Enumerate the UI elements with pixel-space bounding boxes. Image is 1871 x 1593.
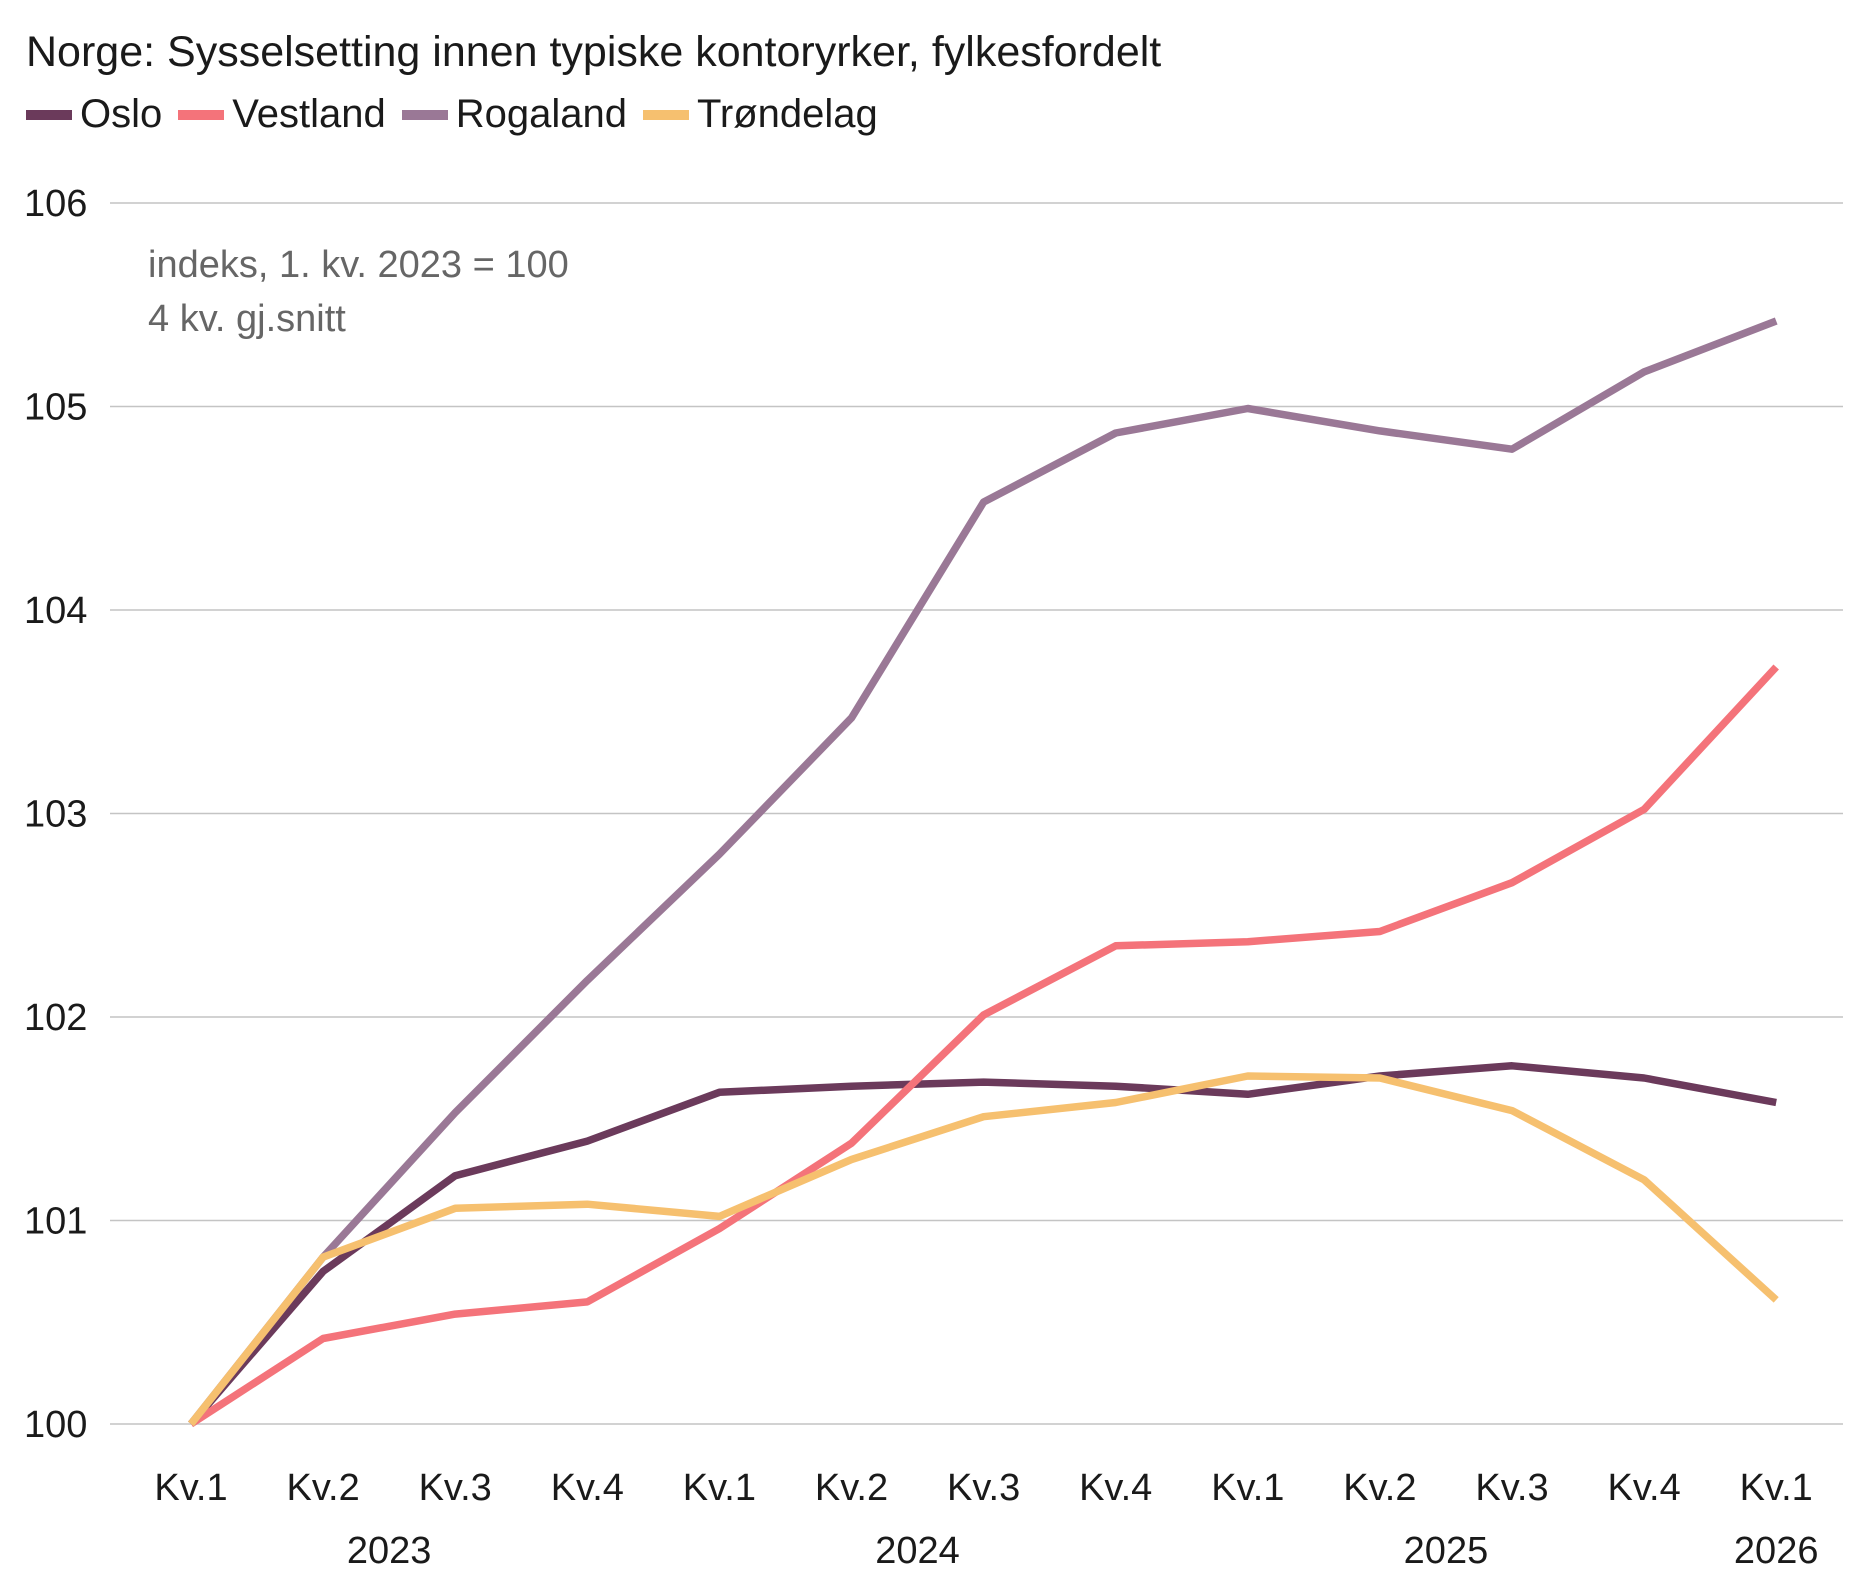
x-tick-label-12: Kv.1 [1740, 1467, 1813, 1509]
y-tick-label-103: 103 [24, 794, 87, 836]
x-tick-label-0: Kv.1 [154, 1467, 227, 1509]
legend-swatch-oslo [26, 109, 72, 120]
series-line-oslo [188, 1062, 1777, 1427]
legend-item-trondelag: Trøndelag [642, 92, 878, 137]
x-tick-label-5: Kv.2 [815, 1467, 888, 1509]
x-tick-label-1: Kv.2 [286, 1467, 359, 1509]
series-line-rogaland [188, 317, 1778, 1427]
y-axis-ticks: 100 101 102 103 104 105 106 [24, 183, 87, 1446]
year-label-2023: 2023 [347, 1530, 432, 1572]
year-label-2026: 2026 [1734, 1530, 1819, 1572]
x-tick-label-3: Kv.4 [551, 1467, 624, 1509]
x-tick-label-7: Kv.4 [1079, 1467, 1152, 1509]
y-tick-label-106: 106 [24, 183, 87, 225]
legend-label-oslo: Oslo [80, 92, 163, 136]
chart-note-average: 4 kv. gj.snitt [148, 298, 346, 340]
x-tick-label-9: Kv.2 [1343, 1467, 1416, 1509]
x-axis-ticks: Kv.1 Kv.2 Kv.3 Kv.4 Kv.1 Kv.2 Kv.3 Kv.4 Kv.1 Kv.2… [154, 1467, 1812, 1509]
y-tick-label-100: 100 [24, 1404, 87, 1446]
x-axis-year-labels: 2023 2024 2025 2026 [347, 1530, 1819, 1572]
series-lines [188, 317, 1779, 1428]
y-tick-label-104: 104 [24, 590, 87, 632]
x-tick-label-8: Kv.1 [1211, 1467, 1284, 1509]
x-tick-label-4: Kv.1 [683, 1467, 756, 1509]
chart-title: Norge: Sysselsetting innen typiske konto… [26, 28, 1162, 76]
year-label-2024: 2024 [875, 1530, 960, 1572]
year-label-2025: 2025 [1404, 1530, 1489, 1572]
chart-note-index: indeks, 1. kv. 2023 = 100 [148, 244, 569, 286]
series-line-trondelag [188, 1072, 1779, 1427]
legend-label-vestland: Vestland [232, 92, 386, 136]
legend-swatch-rogaland [401, 109, 448, 120]
legend-item-rogaland: Rogaland [401, 92, 627, 137]
y-tick-label-102: 102 [24, 997, 87, 1039]
y-tick-label-101: 101 [24, 1201, 87, 1243]
legend-swatch-trondelag [642, 109, 689, 120]
series-line-vestland [188, 664, 1779, 1428]
legend-item-oslo: Oslo [26, 92, 162, 137]
x-tick-label-11: Kv.4 [1607, 1467, 1680, 1509]
x-tick-label-10: Kv.3 [1475, 1467, 1548, 1509]
legend-label-trondelag: Trøndelag [696, 92, 878, 136]
legend-item-vestland: Vestland [178, 92, 386, 137]
legend: Oslo Vestland Rogaland Trøndelag [26, 92, 894, 137]
chart-notes: indeks, 1. kv. 2023 = 100 4 kv. gj.snitt [148, 244, 569, 340]
legend-swatch-vestland [178, 109, 225, 120]
x-tick-label-2: Kv.3 [419, 1467, 492, 1509]
legend-label-rogaland: Rogaland [455, 92, 627, 136]
y-tick-label-105: 105 [24, 387, 87, 429]
x-tick-label-6: Kv.3 [947, 1467, 1020, 1509]
